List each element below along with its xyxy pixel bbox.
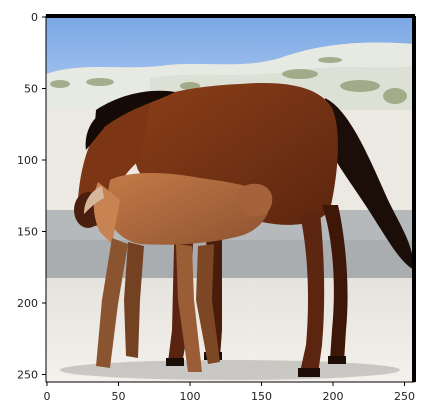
y-tick-label: 200 (17, 297, 38, 310)
y-axis: 0 50 100 150 200 250 (17, 11, 46, 382)
y-tick-label: 0 (31, 11, 38, 24)
y-tick-label: 150 (17, 226, 38, 239)
x-tick-label: 200 (323, 390, 344, 403)
mare (74, 83, 414, 377)
y-tick-label: 50 (24, 83, 38, 96)
foal (84, 173, 273, 372)
x-axis: 0 50 100 150 200 250 (44, 382, 415, 403)
x-tick-label: 250 (394, 390, 415, 403)
x-tick-label: 50 (112, 390, 126, 403)
x-tick-label: 0 (44, 390, 51, 403)
y-tick-label: 250 (17, 369, 38, 382)
y-tick-label: 100 (17, 154, 38, 167)
x-tick-label: 100 (180, 390, 201, 403)
x-tick-label: 150 (251, 390, 272, 403)
photo (46, 16, 414, 382)
